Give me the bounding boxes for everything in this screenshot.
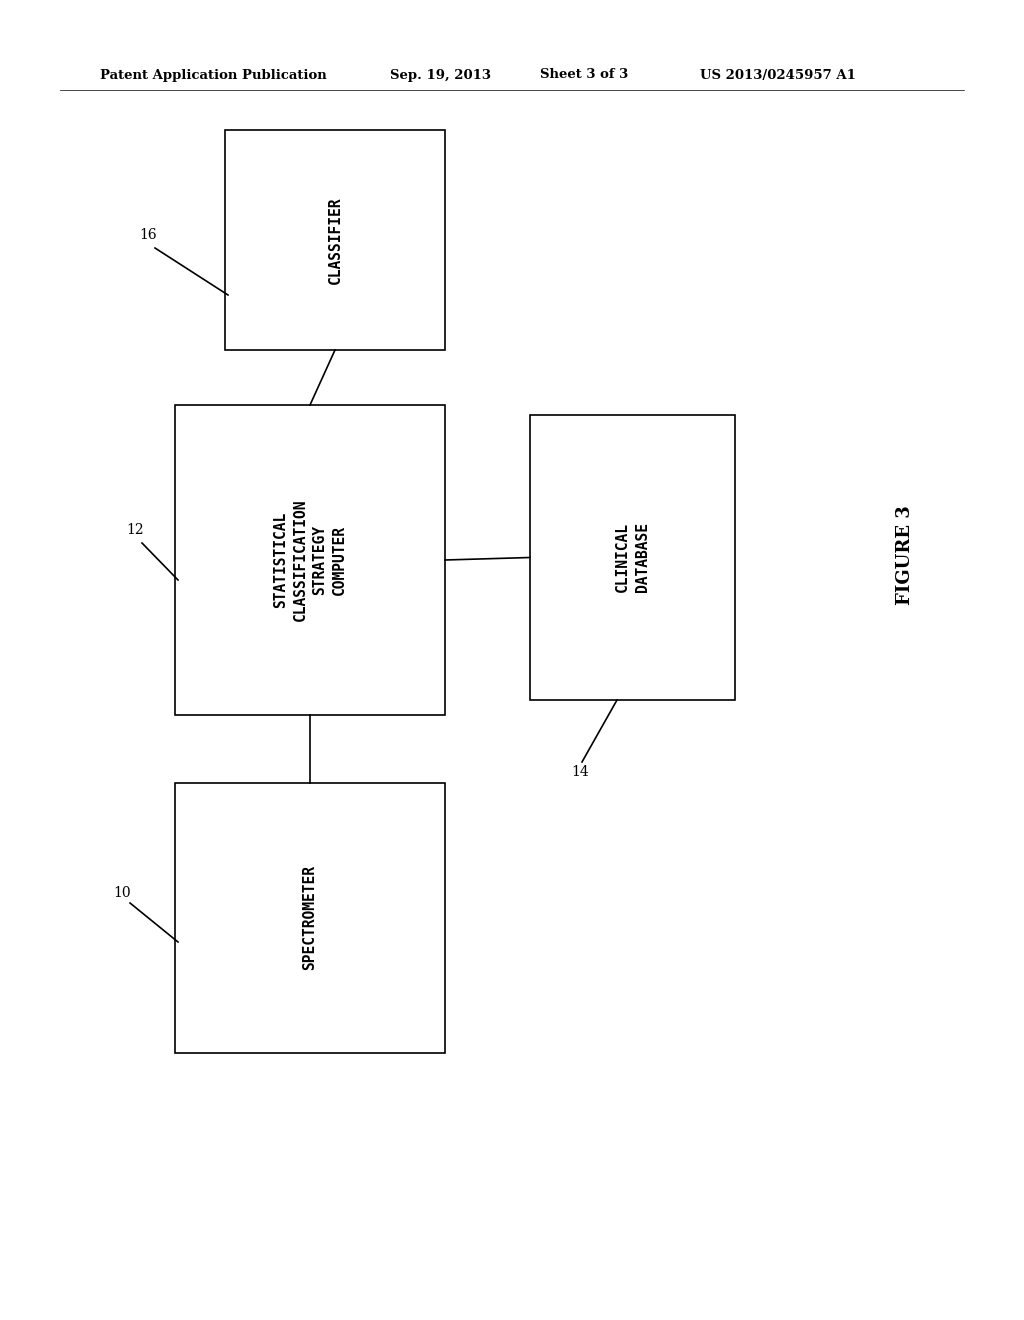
Text: Sheet 3 of 3: Sheet 3 of 3 xyxy=(540,69,629,82)
Bar xyxy=(530,414,735,700)
Text: 14: 14 xyxy=(571,766,589,779)
Text: 10: 10 xyxy=(114,886,131,900)
Text: 16: 16 xyxy=(139,228,157,242)
Bar xyxy=(175,783,445,1053)
Text: Patent Application Publication: Patent Application Publication xyxy=(100,69,327,82)
Text: SPECTROMETER: SPECTROMETER xyxy=(302,866,317,970)
Text: STATISTICAL
CLASSIFICATION
STRATEGY
COMPUTER: STATISTICAL CLASSIFICATION STRATEGY COMP… xyxy=(272,499,347,622)
Text: Sep. 19, 2013: Sep. 19, 2013 xyxy=(390,69,490,82)
Text: US 2013/0245957 A1: US 2013/0245957 A1 xyxy=(700,69,856,82)
Bar xyxy=(175,405,445,715)
Text: 12: 12 xyxy=(126,523,143,537)
Text: CLASSIFIER: CLASSIFIER xyxy=(328,197,342,284)
Text: FIGURE 3: FIGURE 3 xyxy=(896,506,914,605)
Bar xyxy=(225,129,445,350)
Text: CLINICAL
DATABASE: CLINICAL DATABASE xyxy=(615,523,650,593)
